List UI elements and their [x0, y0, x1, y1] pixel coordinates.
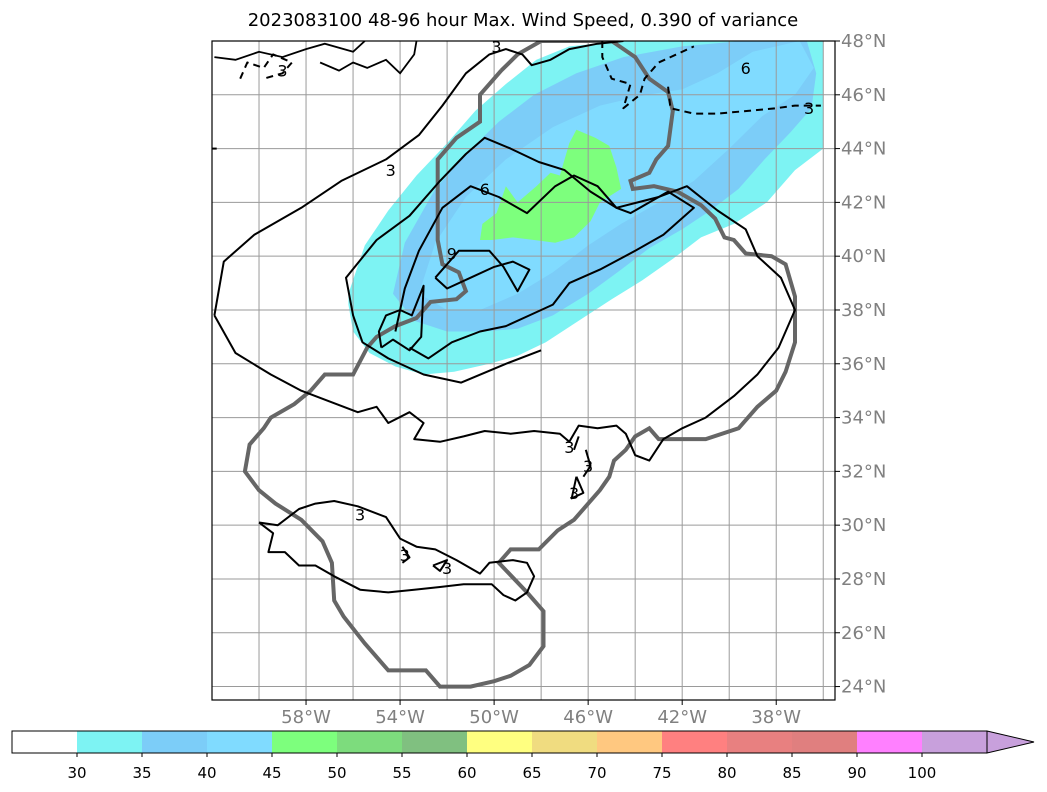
colorbar-segment: [727, 731, 792, 753]
contour-label: 3: [804, 99, 814, 118]
contour-lines: [213, 41, 821, 602]
colorbar-label: 35: [132, 764, 151, 782]
x-tick-label: 54°W: [375, 707, 425, 728]
x-tick-label: 46°W: [563, 707, 613, 728]
contour-label: 3: [583, 457, 593, 476]
colorbar-label: 65: [522, 764, 541, 782]
contour-line-3: [258, 500, 536, 602]
y-tick-label: 36°N: [841, 354, 886, 375]
contour-label: 6: [480, 180, 490, 199]
contour-line-3: [570, 476, 585, 500]
colorbar-label: 50: [327, 764, 346, 782]
chart-title: 2023083100 48-96 hour Max. Wind Speed, 0…: [248, 10, 799, 31]
contour-label: 9: [447, 244, 457, 263]
colorbar-label: 40: [197, 764, 216, 782]
colorbar-segment: [532, 731, 597, 753]
y-tick-label: 28°N: [841, 569, 886, 590]
contour-label: 6: [741, 59, 751, 78]
y-tick-label: 48°N: [841, 31, 886, 52]
colorbar-segment: [922, 731, 987, 753]
colorbar-segment: [337, 731, 402, 753]
contour-line-6: [377, 284, 425, 352]
contour-line-3: [401, 546, 411, 564]
colorbar-label: 45: [262, 764, 281, 782]
contour-label: 3: [400, 546, 410, 565]
colorbar-frame: [11, 730, 987, 754]
colorbar-segment: [402, 731, 467, 753]
coastline-segment: [319, 41, 418, 75]
contour-line-6: [601, 41, 695, 110]
colorbar-segment: [467, 731, 532, 753]
y-tick-label: 24°N: [841, 677, 886, 698]
contour-label: 3: [442, 559, 452, 578]
contour-line-3: [432, 559, 449, 572]
colorbar-label: 75: [652, 764, 671, 782]
x-tick-label: 38°W: [751, 707, 801, 728]
x-axis-ticks: 58°W 54°W 50°W 46°W 42°W 38°W: [281, 700, 801, 728]
contour-line-3: [573, 436, 580, 451]
colorbar-label: 30: [67, 764, 86, 782]
y-axis-ticks: 24°N 26°N 28°N 30°N 32°N 34°N 36°N 38°N 40°N 42°N…: [835, 31, 886, 698]
contour-line-3: [582, 449, 592, 478]
colorbar-label: 85: [782, 764, 801, 782]
filled-region-45: [480, 129, 622, 243]
y-tick-label: 44°N: [841, 139, 886, 160]
y-tick-label: 26°N: [841, 623, 886, 644]
colorbar-segment: [77, 731, 142, 753]
colorbar-label: 100: [908, 764, 937, 782]
y-tick-label: 46°N: [841, 85, 886, 106]
plot-frame: [211, 40, 836, 701]
y-tick-label: 40°N: [841, 246, 886, 267]
colorbar-segment: [792, 731, 857, 753]
contour-line-3: [213, 136, 796, 462]
x-tick-label: 50°W: [469, 707, 519, 728]
colorbar-extend-arrow: [986, 730, 1035, 754]
contour-label: 3: [277, 62, 287, 81]
colorbar-segment: [207, 731, 272, 753]
colorbar-segment: [142, 731, 207, 753]
colorbar-segment: [597, 731, 662, 753]
colorbar-label: 80: [717, 764, 736, 782]
contour-label: 3: [355, 505, 365, 524]
y-tick-label: 30°N: [841, 515, 886, 536]
y-tick-label: 38°N: [841, 300, 886, 321]
contour-label: 3: [564, 438, 574, 457]
colorbar-label: 90: [847, 764, 866, 782]
x-tick-label: 42°W: [657, 707, 707, 728]
contour-line-3: [213, 41, 624, 316]
colorbar-segment: [272, 731, 337, 753]
colorbar-segment: [662, 731, 727, 753]
contour-label: 3: [386, 161, 396, 180]
colorbar-label: 70: [587, 764, 606, 782]
grid-lines: [212, 41, 835, 700]
y-tick-label: 42°N: [841, 192, 886, 213]
colorbar-label: 55: [392, 764, 411, 782]
y-tick-label: 32°N: [841, 461, 886, 482]
contour-line-6: [394, 174, 695, 360]
contour-label: 3: [491, 37, 501, 56]
colorbar-segment: [12, 731, 77, 753]
y-tick-label: 34°N: [841, 408, 886, 429]
contour-line-3: [667, 86, 821, 115]
coastline-segment: [214, 41, 366, 61]
coastline: [212, 41, 418, 150]
colorbar-segment: [857, 731, 922, 753]
colorbar-label: 60: [457, 764, 476, 782]
contour-line-3: [239, 53, 293, 80]
contour-line-9: [434, 249, 531, 293]
contour-label: 3: [569, 484, 579, 503]
x-tick-label: 58°W: [281, 707, 331, 728]
colorbar: 30 35 40 45 50 55 60 65 70 75 80 85 90 100: [11, 730, 1035, 782]
